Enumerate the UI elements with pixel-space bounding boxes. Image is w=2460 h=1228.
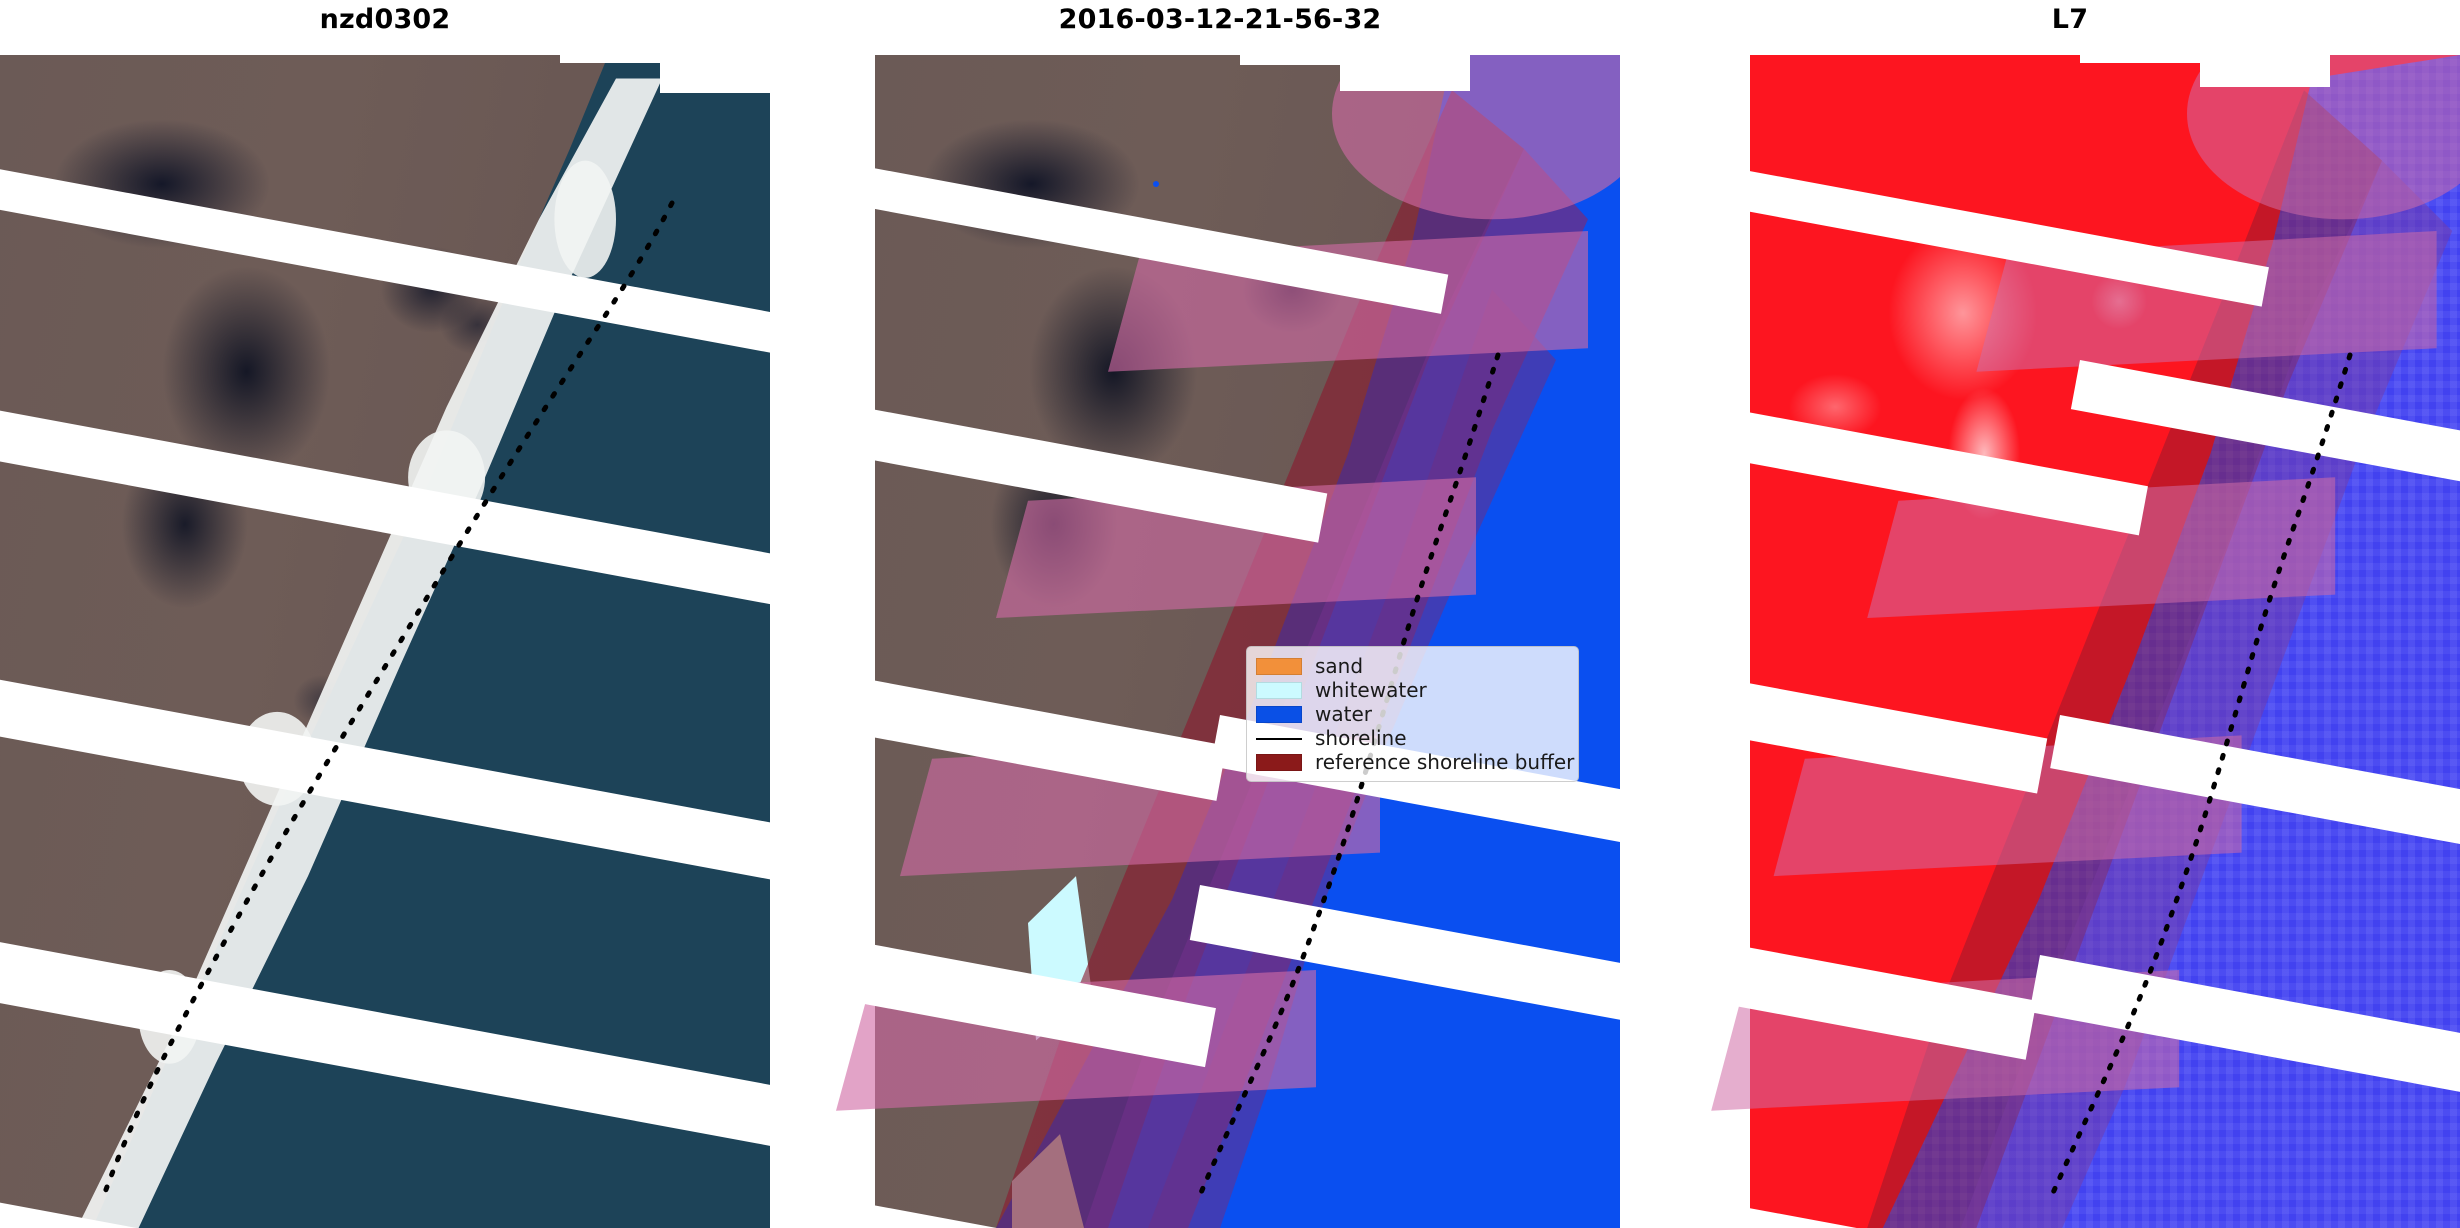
legend-item-water: water	[1256, 702, 1569, 726]
class-shoreline	[1197, 352, 1501, 1198]
legend-label-sand: sand	[1315, 654, 1364, 678]
panel-index-title: L7	[2051, 4, 2089, 35]
panel-rgb-title: nzd0302	[319, 4, 451, 35]
legend-swatch-shoreline	[1256, 730, 1302, 747]
rgb-shoreline	[101, 200, 675, 1198]
panel-rgb: nzd0302	[0, 0, 770, 1228]
panel-classification-title: 2016-03-12-21-56-32	[1058, 4, 1382, 35]
legend-label-reference-buffer: reference shoreline buffer	[1315, 750, 1575, 774]
panel-classification-image: sand whitewater water shoreline referenc…	[820, 55, 1620, 1228]
legend-item-sand: sand	[1256, 654, 1569, 678]
legend-label-water: water	[1315, 702, 1372, 726]
legend-item-reference-buffer: reference shoreline buffer	[1256, 750, 1574, 774]
legend-swatch-whitewater	[1256, 681, 1302, 699]
panel-index-image	[1680, 55, 2460, 1228]
class-water-speck	[1153, 181, 1159, 188]
legend-label-shoreline: shoreline	[1315, 726, 1407, 750]
legend-label-whitewater: whitewater	[1315, 678, 1427, 702]
panel-rgb-image	[0, 55, 770, 1228]
legend-swatch-sand	[1256, 657, 1302, 675]
legend-swatch-water	[1256, 705, 1302, 723]
legend-item-shoreline: shoreline	[1256, 726, 1569, 750]
legend-swatch-reference-buffer	[1256, 753, 1302, 771]
legend-item-whitewater: whitewater	[1256, 678, 1569, 702]
panel-classification: 2016-03-12-21-56-32	[820, 0, 1620, 1228]
classification-legend: sand whitewater water shoreline referenc…	[1246, 646, 1579, 782]
index-shoreline	[2049, 352, 2353, 1198]
panel-index: L7	[1680, 0, 2460, 1228]
